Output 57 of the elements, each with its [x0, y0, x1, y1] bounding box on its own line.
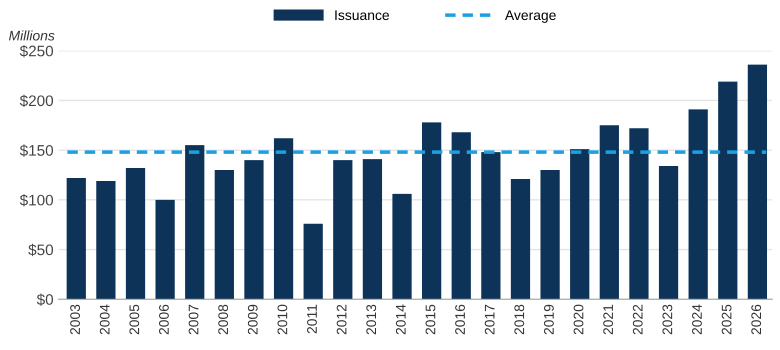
- bar: [748, 64, 768, 300]
- bar: [688, 109, 708, 300]
- x-tick-label: 2020: [574, 304, 584, 334]
- x-tick-label: 2008: [218, 304, 228, 334]
- x-tick-label: 2011: [307, 304, 317, 334]
- y-tick-label: $0: [36, 293, 54, 306]
- bar: [481, 152, 500, 300]
- x-tick-label: 2017: [484, 304, 495, 334]
- bar: [540, 170, 560, 300]
- x-tick-label: 2014: [396, 304, 406, 334]
- bar: [570, 149, 590, 300]
- x-tick-label: 2003: [70, 304, 80, 334]
- x-tick-label: 2009: [248, 304, 258, 334]
- x-tick-label: 2010: [277, 304, 288, 334]
- bar: [452, 132, 471, 300]
- legend-label: Average: [504, 10, 556, 23]
- x-tick-label: 2018: [514, 304, 524, 334]
- x-tick-label: 2024: [692, 304, 702, 334]
- y-tick-label: $100: [20, 194, 54, 206]
- y-tick-label: $50: [28, 244, 54, 256]
- bar: [155, 200, 175, 300]
- bar: [185, 145, 204, 300]
- x-tick-label: 2023: [662, 304, 672, 334]
- x-tick-label: 2004: [100, 304, 110, 334]
- x-tick-label: 2016: [455, 304, 465, 334]
- bar: [66, 178, 86, 300]
- bar: [333, 160, 352, 300]
- y-tick-label: $200: [20, 94, 54, 108]
- bar: [392, 194, 412, 300]
- x-tick-label: 2015: [426, 304, 436, 334]
- bar: [274, 138, 294, 300]
- bar: [214, 170, 234, 300]
- bar: [362, 159, 382, 300]
- x-tick-label: 2013: [366, 304, 376, 334]
- bar: [96, 180, 116, 300]
- x-tick-label: 2012: [336, 304, 347, 334]
- bar: [510, 178, 530, 300]
- bar: [658, 166, 678, 300]
- x-tick-label: 2022: [632, 304, 643, 334]
- y-tick-label: $150: [20, 144, 54, 157]
- x-tick-label: 2026: [751, 304, 762, 334]
- x-tick-label: 2021: [603, 304, 614, 334]
- x-tick-label: 2005: [129, 304, 140, 334]
- bar: [422, 122, 442, 300]
- x-tick-label: 2007: [188, 304, 198, 334]
- bar: [244, 160, 264, 300]
- y-axis-title: Millions: [8, 30, 55, 41]
- bar: [304, 224, 323, 300]
- bar: [629, 128, 649, 300]
- x-tick-label: 2025: [722, 304, 732, 334]
- bar: [718, 82, 738, 300]
- bar: [126, 168, 146, 300]
- bar: [600, 125, 619, 300]
- x-tick-label: 2019: [544, 304, 554, 334]
- y-tick-label: $250: [20, 44, 54, 58]
- x-tick-label: 2006: [159, 304, 169, 334]
- legend-label: Issuance: [335, 10, 390, 20]
